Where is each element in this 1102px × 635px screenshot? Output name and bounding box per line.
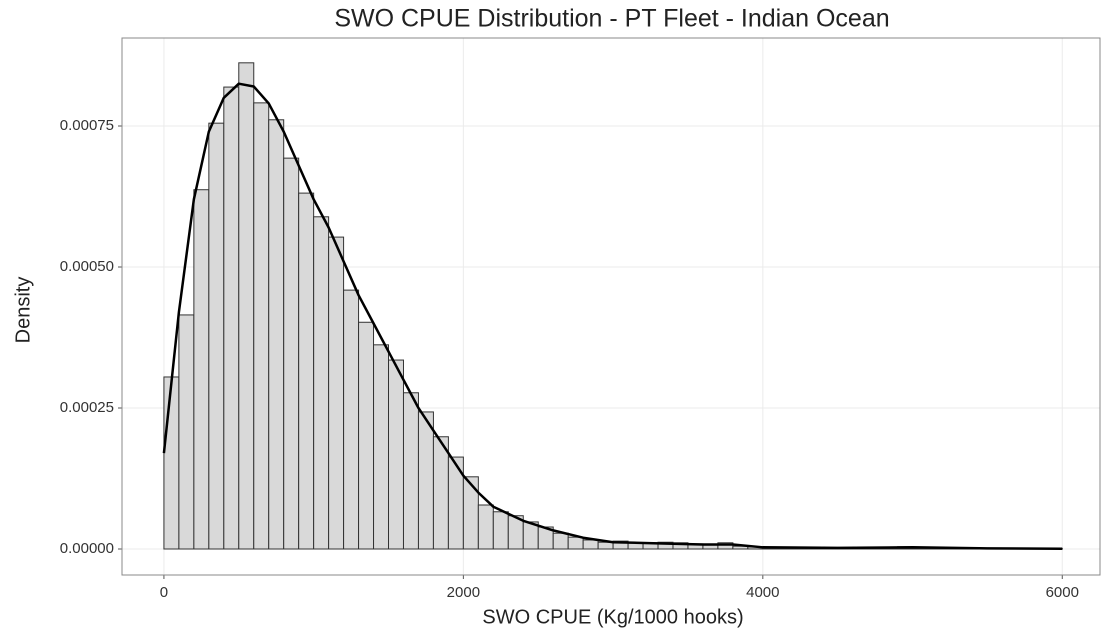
y-axis-title: Density [12,277,34,344]
chart-title: SWO CPUE Distribution - PT Fleet - India… [334,5,889,33]
bar [582,539,599,550]
bar [253,102,270,550]
bar [178,314,195,550]
density-line [162,82,1063,550]
bar [313,216,330,550]
bar [492,511,509,550]
bar [208,122,225,550]
bar [163,376,180,550]
x-tick-label: 2000 [447,584,480,601]
y-tick-label: 0.00075 [60,117,114,134]
bar [432,436,449,550]
bar [567,536,584,550]
x-tick-label: 6000 [1046,584,1079,601]
bar [223,86,240,550]
bar [343,289,360,550]
bar [477,504,494,550]
x-axis-title: SWO CPUE (Kg/1000 hooks) [482,606,743,628]
bar [388,359,404,550]
bar [373,344,390,550]
bar [298,192,315,550]
y-tick-label: 0.00050 [60,258,114,275]
bar [328,236,345,550]
bar [268,119,285,550]
bar [358,321,375,550]
y-tick-label: 0.00025 [60,399,114,416]
x-tick-label: 0 [160,584,168,601]
bar [597,541,614,550]
bar [283,157,300,550]
x-tick-label: 4000 [746,584,779,601]
bar [417,411,434,550]
bar [402,392,419,550]
panel-border [121,37,1101,576]
y-tick-label: 0.00000 [60,540,114,557]
bar [238,62,255,550]
bar [552,532,569,550]
bar [193,189,210,550]
bar [462,476,479,550]
